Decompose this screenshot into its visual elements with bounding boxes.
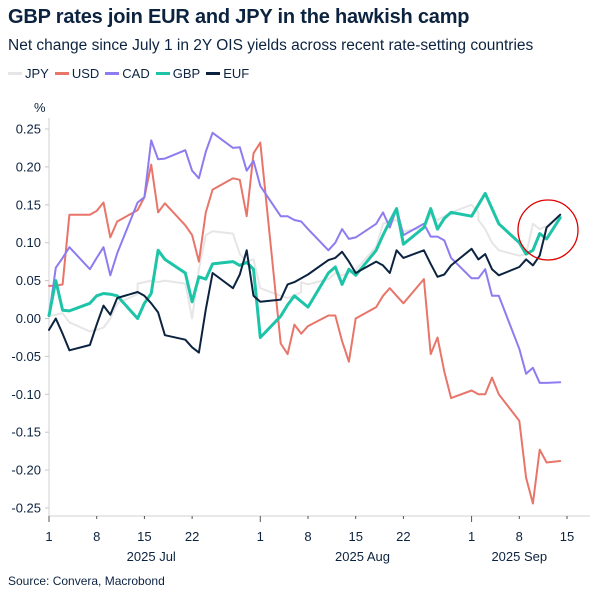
legend-swatch-cad	[105, 72, 120, 75]
y-tick-label: -0.15	[11, 425, 41, 440]
legend: JPY USD CAD GBP EUF	[8, 66, 255, 81]
y-tick-label: 0.05	[16, 273, 41, 288]
highlight-circle-annotation	[517, 199, 579, 261]
chart-title: GBP rates join EUR and JPY in the hawkis…	[8, 6, 470, 28]
y-tick-label: -0.10	[11, 387, 41, 402]
legend-swatch-jpy	[8, 72, 22, 75]
legend-label-gbp: GBP	[172, 66, 201, 81]
y-tick-label: -0.20	[11, 463, 41, 478]
y-tick-label: 0.15	[16, 197, 41, 212]
legend-label-jpy: JPY	[25, 66, 49, 81]
y-tick-label: 0.20	[16, 159, 41, 174]
x-month-label: 2025 Aug	[335, 549, 390, 564]
x-tick-label: 15	[348, 529, 362, 544]
series-line-euf	[48, 213, 562, 354]
x-tick-label: 8	[93, 529, 100, 544]
x-tick-label: 15	[137, 529, 151, 544]
x-tick-label: 15	[560, 529, 574, 544]
legend-label-cad: CAD	[122, 66, 150, 81]
x-tick-label: 22	[396, 529, 410, 544]
legend-swatch-usd	[54, 72, 69, 75]
legend-label-euf: EUF	[223, 66, 250, 81]
legend-item-cad: CAD	[105, 66, 150, 81]
series-line-jpy	[48, 203, 562, 333]
series-line-usd	[48, 141, 562, 505]
x-tick-label: 8	[304, 529, 311, 544]
legend-item-euf: EUF	[206, 66, 249, 81]
legend-item-usd: USD	[54, 66, 100, 81]
chart-subtitle: Net change since July 1 in 2Y OIS yields…	[8, 37, 534, 54]
legend-swatch-gbp	[155, 72, 170, 75]
legend-label-usd: USD	[71, 66, 100, 81]
y-tick-label: 0.00	[16, 311, 41, 326]
x-tick-label: 8	[516, 529, 523, 544]
y-axis-unit: %	[34, 100, 46, 115]
x-tick-label: 1	[468, 529, 475, 544]
x-month-label: 2025 Sep	[491, 549, 547, 564]
y-tick-label: -0.05	[11, 349, 41, 364]
legend-swatch-euf	[206, 72, 221, 75]
series-line-gbp	[47, 191, 562, 339]
source-note: Source: Convera, Macrobond	[8, 574, 165, 588]
series-line-cad	[48, 131, 562, 384]
x-tick-label: 1	[45, 529, 52, 544]
x-month-label: 2025 Jul	[127, 549, 176, 564]
legend-item-jpy: JPY	[8, 66, 49, 81]
y-tick-label: -0.25	[11, 501, 41, 516]
y-tick-label: 0.10	[16, 235, 41, 250]
legend-item-gbp: GBP	[155, 66, 201, 81]
x-tick-label: 22	[185, 529, 199, 544]
y-tick-label: 0.25	[16, 122, 41, 137]
x-tick-label: 1	[257, 529, 264, 544]
